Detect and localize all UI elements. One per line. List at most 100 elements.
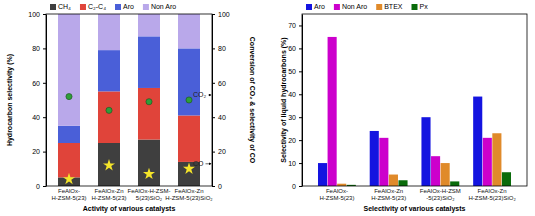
x-axis-title: Selectivity of various catalysts: [364, 205, 466, 213]
axis-line: [212, 15, 213, 187]
tick: 0: [292, 183, 302, 190]
legend: CH₄C₂-C₄AroNon Aro: [50, 3, 176, 10]
tick: 40: [288, 91, 302, 98]
figure: CO₂CO020406080100020406080100FeAlOx-H-ZS…: [0, 0, 535, 216]
tick-mark: [212, 186, 215, 187]
tick-mark: [299, 94, 302, 95]
tick-label: 20: [218, 148, 226, 155]
chart-panel: 010203040506070FeAlOx-H-ZSM-5(23)FeAlOx-…: [280, 3, 527, 213]
legend-swatch: [412, 4, 418, 10]
category-label-line: FeAlOx-H-ZSM: [420, 188, 461, 194]
legend-item: Aro: [306, 3, 325, 10]
bar-segment: [138, 36, 160, 88]
bar: [441, 163, 450, 186]
bar-segment: [178, 115, 200, 161]
tick-mark: [43, 152, 46, 153]
category-label-line: FeAlOx-Zn: [478, 188, 507, 194]
tick-label: 40: [32, 114, 40, 121]
annotation-arrow: [208, 95, 211, 96]
bar: [450, 181, 459, 186]
plot-marks: [318, 37, 511, 186]
bar-segment: [98, 91, 120, 143]
legend-item: BTEX: [376, 3, 403, 10]
annotation-arrow: [206, 163, 212, 164]
tick: 0: [212, 183, 222, 190]
category-label-line: FeAlOx-Zn: [374, 188, 403, 194]
plot-frame: [46, 14, 212, 186]
category-label-line: H-ZSM-5(23): [51, 195, 86, 201]
tick-label: 40: [288, 91, 296, 98]
bar: [379, 138, 388, 186]
legend-swatch: [80, 4, 86, 10]
legend-label: Aro: [123, 3, 134, 10]
tick-label: 30: [288, 114, 296, 121]
tick: 20: [288, 137, 302, 144]
tick-label: 80: [32, 45, 40, 52]
tick-label: 80: [218, 45, 226, 52]
tick-label: 10: [288, 160, 296, 167]
series-label: CO: [193, 160, 204, 167]
category-label: FeAlOx-H-ZSM-5(23): [51, 188, 86, 201]
bar-segment: [58, 14, 80, 126]
category-label-line: -5(23)SiO₂: [426, 195, 455, 201]
tick: 40: [32, 114, 46, 121]
bar: [473, 97, 482, 186]
tick-label: 60: [218, 80, 226, 87]
series-label: CO₂: [193, 91, 207, 98]
tick-mark: [43, 48, 46, 49]
bar: [431, 156, 440, 186]
legend-label: Px: [420, 3, 429, 10]
tick: 60: [288, 45, 302, 52]
bar-segment: [98, 143, 120, 186]
bar-segment: [58, 143, 80, 177]
legend-swatch: [376, 4, 382, 10]
legend-item: Aro: [115, 3, 134, 10]
category-label-line: 5(23)SiO₂: [136, 195, 163, 201]
tick-mark: [299, 186, 302, 187]
tick: 50: [288, 68, 302, 75]
tick-label: 100: [218, 11, 230, 18]
legend-item: Px: [412, 3, 429, 10]
category-label-line: H-ZSM-5(23): [371, 195, 406, 201]
tick: 20: [32, 148, 46, 155]
tick: 80: [32, 45, 46, 52]
category-label-line: FeAlOx-Zn: [174, 188, 203, 194]
axis-line: [302, 15, 303, 187]
category-label-line: H-ZSM-5(23): [91, 195, 126, 201]
bar: [492, 133, 501, 186]
bar: [370, 131, 379, 186]
x-axis-title: Activity of various catalysts: [83, 205, 176, 213]
bar: [389, 175, 398, 186]
bar-segment: [138, 140, 160, 186]
tick-label: 60: [288, 45, 296, 52]
tick-mark: [43, 186, 46, 187]
tick: 40: [212, 114, 226, 121]
legend-item: CH₄: [50, 3, 71, 10]
legend: Aro Non Aro BTEX Px: [306, 3, 428, 10]
tick-mark: [212, 83, 215, 84]
tick-label: 0: [292, 183, 296, 190]
tick-label: 20: [288, 137, 296, 144]
y2-axis-title: Conversion of CO₂ & selectivity of CO: [248, 37, 256, 164]
tick-mark: [43, 14, 46, 15]
tick-label: 50: [288, 68, 296, 75]
tick: 70: [288, 22, 302, 29]
legend-label: C₂-C₄: [88, 3, 106, 10]
tick-label: 70: [288, 22, 296, 29]
legend-label: Non Aro: [342, 3, 367, 10]
legend-label: BTEX: [384, 3, 403, 10]
bar-segment: [138, 14, 160, 36]
bar-segment: [138, 88, 160, 140]
category-label: FeAlOx-ZnH-ZSM-5(23)SiO₂: [165, 188, 213, 201]
axis-line: [46, 15, 47, 187]
bar: [421, 117, 430, 186]
category-label: FeAlOx-H-ZSM-5(23)SiO₂: [420, 188, 461, 201]
legend-label: CH₄: [58, 3, 71, 10]
legend-swatch: [115, 4, 121, 10]
y-axis-title: Selectivity of liquid hydrocarbons (%): [280, 37, 288, 162]
category-label: FeAlOx-ZnH-ZSM-5(23): [91, 188, 126, 201]
tick: 100: [212, 11, 230, 18]
legend-swatch: [334, 4, 340, 10]
legend-item: C₂-C₄: [80, 3, 106, 10]
legend-swatch: [50, 4, 56, 10]
